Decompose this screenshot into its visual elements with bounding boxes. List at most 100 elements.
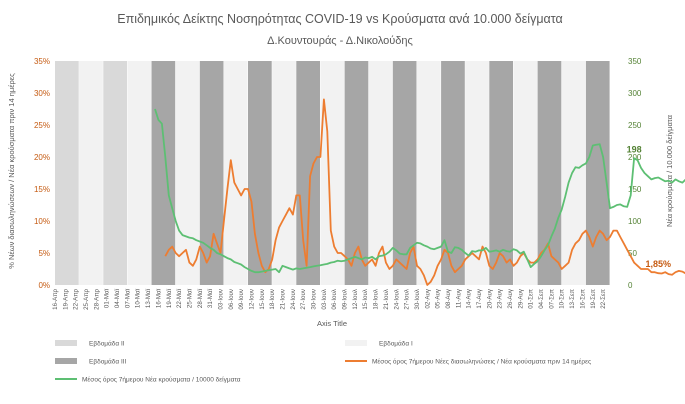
x-tick-label: 22-Σεπ <box>600 289 607 309</box>
week-band <box>151 61 176 285</box>
legend-label: Εβδομάδα I <box>379 340 413 348</box>
week-band <box>320 61 345 285</box>
x-tick-label: 19-Σεπ <box>590 289 597 309</box>
x-tick-label: 26-Αυγ <box>507 288 514 308</box>
x-tick-label: 12-Ιουλ <box>352 288 359 309</box>
right-y-tick-label: 300 <box>628 89 642 98</box>
week-band <box>392 61 417 285</box>
right-y-axis-ticks: 0 50 100 150 200 250 300 350 <box>628 57 642 290</box>
right-y-tick-label: 50 <box>628 249 637 258</box>
left-y-tick-label: 30% <box>34 89 50 98</box>
week-band <box>127 61 152 285</box>
x-tick-label: 21-Ιουλ <box>383 288 390 309</box>
x-tick-label: 17-Αυγ <box>476 288 483 308</box>
left-y-tick-label: 0% <box>38 281 50 290</box>
x-tick-label: 16-Απρ <box>52 289 59 310</box>
legend-label: Μέσος όρος 7ήμερου Νέες διασωληνώσεις / … <box>372 358 591 366</box>
week-band <box>79 61 103 285</box>
x-tick-label: 01-Μαϊ <box>104 288 111 308</box>
legend-swatch <box>55 340 77 346</box>
x-tick-label: 06-Ιουλ <box>331 288 338 309</box>
week-band <box>199 61 224 285</box>
x-tick-label: 30-Ιουν <box>311 289 318 310</box>
series-lines <box>154 98 685 286</box>
x-tick-label: 02-Αυγ <box>424 288 431 308</box>
right-y-tick-label: 0 <box>628 281 633 290</box>
week-band <box>248 61 272 285</box>
x-tick-label: 09-Ιουν <box>238 289 245 310</box>
x-tick-label: 27-Ιουν <box>300 289 307 310</box>
x-tick-label: 25-Απρ <box>83 289 90 310</box>
week-band <box>175 61 200 285</box>
week-band <box>489 61 513 285</box>
x-tick-label: 24-Ιουν <box>290 289 297 310</box>
x-tick-label: 13-Σεπ <box>569 289 576 309</box>
x-tick-label: 12-Ιουν <box>249 289 256 310</box>
annotations: 1983001,85%4,60% <box>627 144 672 269</box>
x-tick-label: 10-Σεπ <box>559 289 566 309</box>
chart-subtitle: Δ.Κουντουράς - Δ.Νικολούδης <box>267 35 413 47</box>
left-y-tick-label: 5% <box>38 249 50 258</box>
left-y-tick-label: 20% <box>34 153 50 162</box>
legend-swatch <box>55 358 77 364</box>
week-band <box>103 61 127 285</box>
left-y-tick-label: 10% <box>34 217 50 226</box>
x-tick-label: 23-Αυγ <box>497 288 504 308</box>
x-tick-label: 16-Σεπ <box>579 289 586 309</box>
x-tick-label: 24-Ιουλ <box>393 288 400 309</box>
x-tick-label: 09-Ιουλ <box>342 288 349 309</box>
x-tick-label: 30-Ιουλ <box>414 288 421 309</box>
week-band <box>441 61 465 285</box>
week-band <box>55 61 79 285</box>
legend: Εβδομάδα II Εβδομάδα I Εβδομάδα III Μέσος ό… <box>55 340 591 384</box>
x-axis-title: Axis Title <box>317 319 347 328</box>
x-tick-label: 29-Αυγ <box>517 288 524 308</box>
left-y-axis-title: % Νέων διασωληνώσεων / Νέα κρούσματα πρι… <box>7 73 16 269</box>
x-tick-label: 03-Ιουν <box>218 289 225 310</box>
week-band <box>368 61 393 285</box>
x-tick-label: 04-Μαϊ <box>114 288 121 308</box>
week-band <box>585 61 610 285</box>
x-tick-label: 07-Σεπ <box>548 289 555 309</box>
x-tick-label: 19-Μαϊ <box>166 288 173 308</box>
left-y-tick-label: 25% <box>34 121 50 130</box>
legend-label: Εβδομάδα III <box>89 358 127 366</box>
x-tick-label: 13-Μαϊ <box>145 288 152 308</box>
x-tick-label: 06-Ιουν <box>228 289 235 310</box>
x-tick-label: 07-Μαϊ <box>124 288 131 308</box>
x-tick-label: 08-Αυγ <box>445 288 452 308</box>
x-tick-label: 27-Ιουλ <box>404 288 411 309</box>
x-tick-label: 18-Ιουλ <box>373 288 380 309</box>
x-tick-label: 19-Απρ <box>62 289 69 310</box>
x-tick-label: 01-Σεπ <box>528 289 535 309</box>
x-tick-label: 14-Αυγ <box>466 288 473 308</box>
x-tick-label: 25-Μαϊ <box>186 288 193 308</box>
week-band <box>465 61 489 285</box>
x-tick-label: 28-Απρ <box>93 289 100 310</box>
left-y-tick-label: 35% <box>34 57 50 66</box>
cases-per-10000-line <box>154 108 685 274</box>
chart-title: Επιδημικός Δείκτης Νοσηρότητας COVID-19 … <box>117 12 563 26</box>
x-tick-label: 20-Αυγ <box>486 288 493 308</box>
x-tick-label: 28-Μαϊ <box>197 288 204 308</box>
left-y-tick-label: 15% <box>34 185 50 194</box>
data-label: 1,85% <box>646 259 672 269</box>
week-band <box>223 61 248 285</box>
right-y-tick-label: 200 <box>628 153 642 162</box>
week-band <box>272 61 296 285</box>
left-y-axis-ticks: 0% 5% 10% 15% 20% 25% 30% 35% <box>34 57 50 290</box>
x-tick-label: 04-Σεπ <box>538 289 545 309</box>
x-tick-label: 22-Απρ <box>73 289 80 310</box>
week-band <box>296 61 320 285</box>
week-band <box>513 61 538 285</box>
x-tick-label: 11-Αυγ <box>455 288 462 308</box>
x-tick-label: 15-Ιουν <box>259 289 266 310</box>
x-tick-label: 10-Μαϊ <box>135 288 142 308</box>
legend-swatch <box>345 340 367 346</box>
week-band <box>417 61 441 285</box>
data-label: 198 <box>627 144 642 154</box>
right-y-axis-title: Νέα κρούσματα / 10.000 δείγματα <box>665 114 674 227</box>
x-tick-label: 22-Μαϊ <box>176 288 183 308</box>
week-bands <box>55 61 610 285</box>
